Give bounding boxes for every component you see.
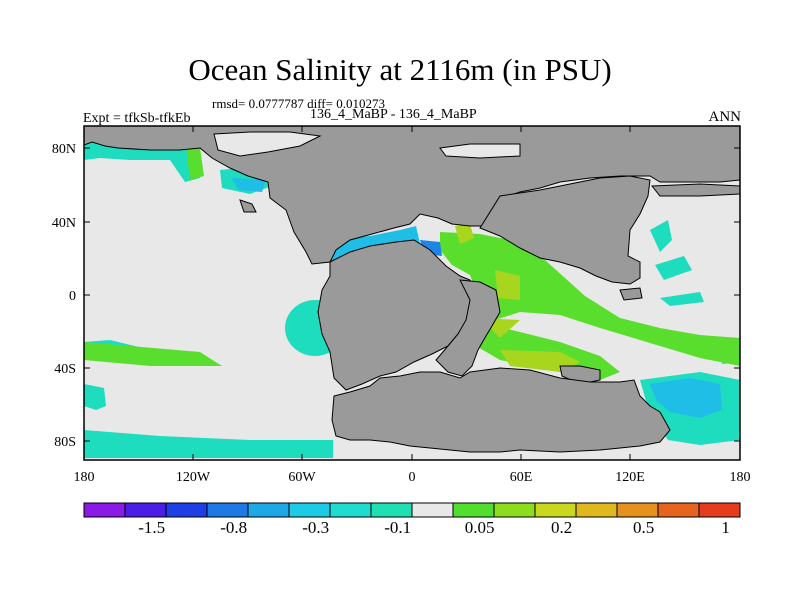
- colorbar-swatch: [452, 502, 495, 518]
- colorbar-swatch: [206, 502, 249, 518]
- x-tick-label: 120W: [176, 470, 211, 485]
- y-tick-label: 80N: [52, 142, 76, 157]
- x-tick-label: 120E: [615, 470, 645, 485]
- colorbar-label: 1: [721, 518, 730, 537]
- y-axis-labels: 80N 40N 0 40S 80S: [52, 142, 76, 450]
- land-masses: [84, 126, 740, 453]
- colorbar-label: 0.5: [633, 518, 654, 537]
- colorbar-swatch: [124, 502, 167, 518]
- case-line: 136_4_MaBP - 136_4_MaBP: [310, 107, 477, 122]
- colorbar-swatch: [247, 502, 290, 518]
- x-tick-label: 180: [74, 470, 95, 485]
- colorbar-swatch: [698, 502, 741, 518]
- x-tick-label: 0: [409, 470, 416, 485]
- experiment-label: Expt = tfkSb-tfkEb: [83, 111, 191, 126]
- x-tick-label: 60E: [510, 470, 533, 485]
- axis-tick-marks: [83, 126, 741, 460]
- colorbar-swatch: [288, 502, 331, 518]
- y-tick-label: 0: [69, 289, 76, 304]
- y-tick-label: 40N: [52, 216, 76, 231]
- map-panel: [84, 126, 740, 460]
- colorbar-swatch: [657, 502, 700, 518]
- inland-seas: [213, 131, 521, 159]
- colorbar-swatch: [411, 502, 454, 518]
- x-tick-label: 180: [730, 470, 751, 485]
- colorbar-label: -0.8: [220, 518, 247, 537]
- colorbar-swatch: [493, 502, 536, 518]
- season-label: ANN: [708, 109, 742, 125]
- colorbar-label: -1.5: [138, 518, 165, 537]
- colorbar-swatch: [83, 502, 126, 518]
- colorbar-swatch: [370, 502, 413, 518]
- plot-title: Ocean Salinity at 2116m (in PSU): [188, 52, 612, 87]
- colorbar-label: 0.05: [465, 518, 495, 537]
- stats-line: rmsd= 0.0777787 diff= 0.010273: [212, 96, 385, 111]
- x-axis-labels: 180 120W 60W 0 60E 120E 180: [74, 470, 751, 485]
- colorbar-label: 0.2: [551, 518, 572, 537]
- colorbar: -1.5-0.8-0.3-0.10.050.20.512: [83, 502, 741, 537]
- x-tick-label: 60W: [288, 470, 316, 485]
- colorbar-swatch: [616, 502, 659, 518]
- y-tick-label: 80S: [54, 435, 76, 450]
- colorbar-swatch: [575, 502, 618, 518]
- colorbar-swatch: [329, 502, 372, 518]
- y-tick-label: 40S: [54, 362, 76, 377]
- colorbar-swatch: [534, 502, 577, 518]
- colorbar-label: -0.1: [384, 518, 411, 537]
- colorbar-label: -0.3: [302, 518, 329, 537]
- colorbar-swatch: [165, 502, 208, 518]
